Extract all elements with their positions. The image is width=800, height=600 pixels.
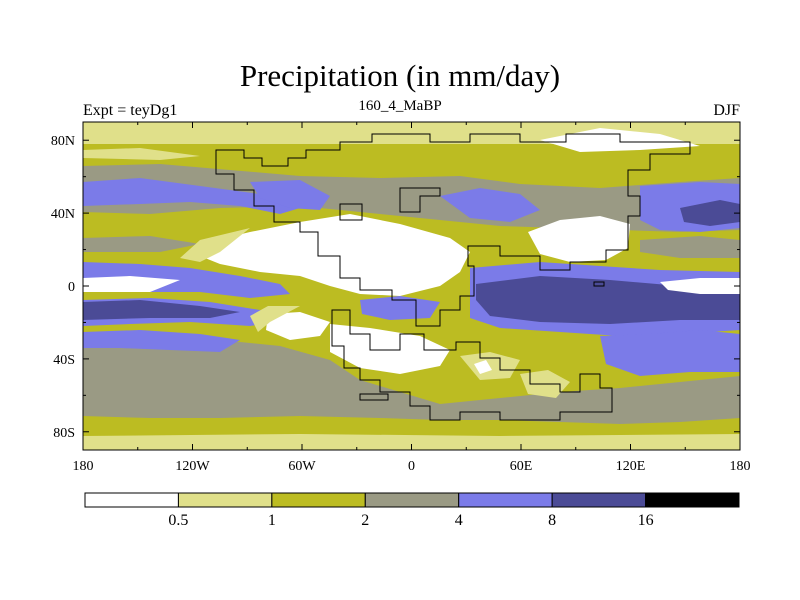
x-tick-label: 120E [616,459,646,474]
x-tick-label: 180 [730,459,751,474]
colorbar-swatch [271,492,366,508]
field-white-asia-desert [528,216,630,262]
colorbar-label: 16 [638,512,654,529]
field-desert-halo-south [250,306,300,332]
colorbar-swatch [551,492,647,508]
field-desert-halo-north [180,228,250,262]
field-subtrop-grey-north-2 [640,236,740,258]
y-axis: 80N 40N 0 40S 80S [51,134,740,441]
coastline-north-continent [215,133,691,327]
field-arctic-light-2 [83,148,200,160]
colorbar-label: 4 [455,512,463,529]
field-white-south-pacific [266,312,330,340]
x-tick-label: 60W [288,459,316,474]
x-tick-label: 180 [73,459,94,474]
season-label: DJF [713,102,740,119]
x-tick-label: 120W [175,459,210,474]
coastline-pacific-isle [593,281,605,287]
field-equator-navy-west [83,300,240,320]
field-north-blue-atlantic [83,178,300,214]
field-white-north-desert [200,214,470,296]
field-south-blue-west [83,330,240,352]
y-tick-label: 80N [51,134,75,149]
colorbar-label: 2 [361,512,369,529]
field-north-blue-eurasia [440,188,540,222]
experiment-label: Expt = teyDg1 [83,102,178,119]
period-label: 160_4_MaBP [358,98,442,114]
field-equator-blue-mid [360,296,440,320]
coastline-north-inlet [399,187,441,213]
field-south-blue-east [600,330,740,376]
field-subtrop-grey-north [83,236,200,252]
y-tick-label: 40S [53,353,75,368]
chart-title: Precipitation (in mm/day) [239,58,561,93]
field-antarctic-light [83,434,740,450]
colorbar-label: 1 [268,512,276,529]
field-white-eq-band-e [660,278,740,294]
coastlines [215,133,691,421]
colorbar-swatch [364,492,460,508]
x-axis: 180 120W 60W 0 60E 120E 180 [73,122,751,474]
colorbar-swatch [458,492,553,508]
colorbar-label: 8 [548,512,556,529]
field-north-blue-west [250,180,330,210]
coastline-south-continent [331,309,613,421]
y-tick-label: 0 [68,280,75,295]
coastline-southern-isle [359,393,389,401]
colorbar: 0.5 1 2 4 8 16 [84,492,740,529]
colorbar-swatch [645,492,740,508]
colorbar-swatch [84,492,179,508]
field-north-grey [83,164,740,232]
field-south-grey [83,334,740,424]
y-tick-label: 80S [53,426,75,441]
y-tick-label: 40N [51,207,75,222]
coastline-north-basin [339,203,363,221]
colorbar-swatch [177,492,273,508]
field-north-navy-pacific [680,200,740,226]
field-speckle-1 [460,352,520,380]
x-tick-label: 0 [408,459,415,474]
field-layers [83,122,740,450]
field-white-eq-band-w [83,276,180,292]
field-speckle-3 [474,360,492,374]
x-tick-label: 60E [510,459,533,474]
colorbar-label: 0.5 [168,512,188,529]
field-white-south-desert [330,324,450,374]
